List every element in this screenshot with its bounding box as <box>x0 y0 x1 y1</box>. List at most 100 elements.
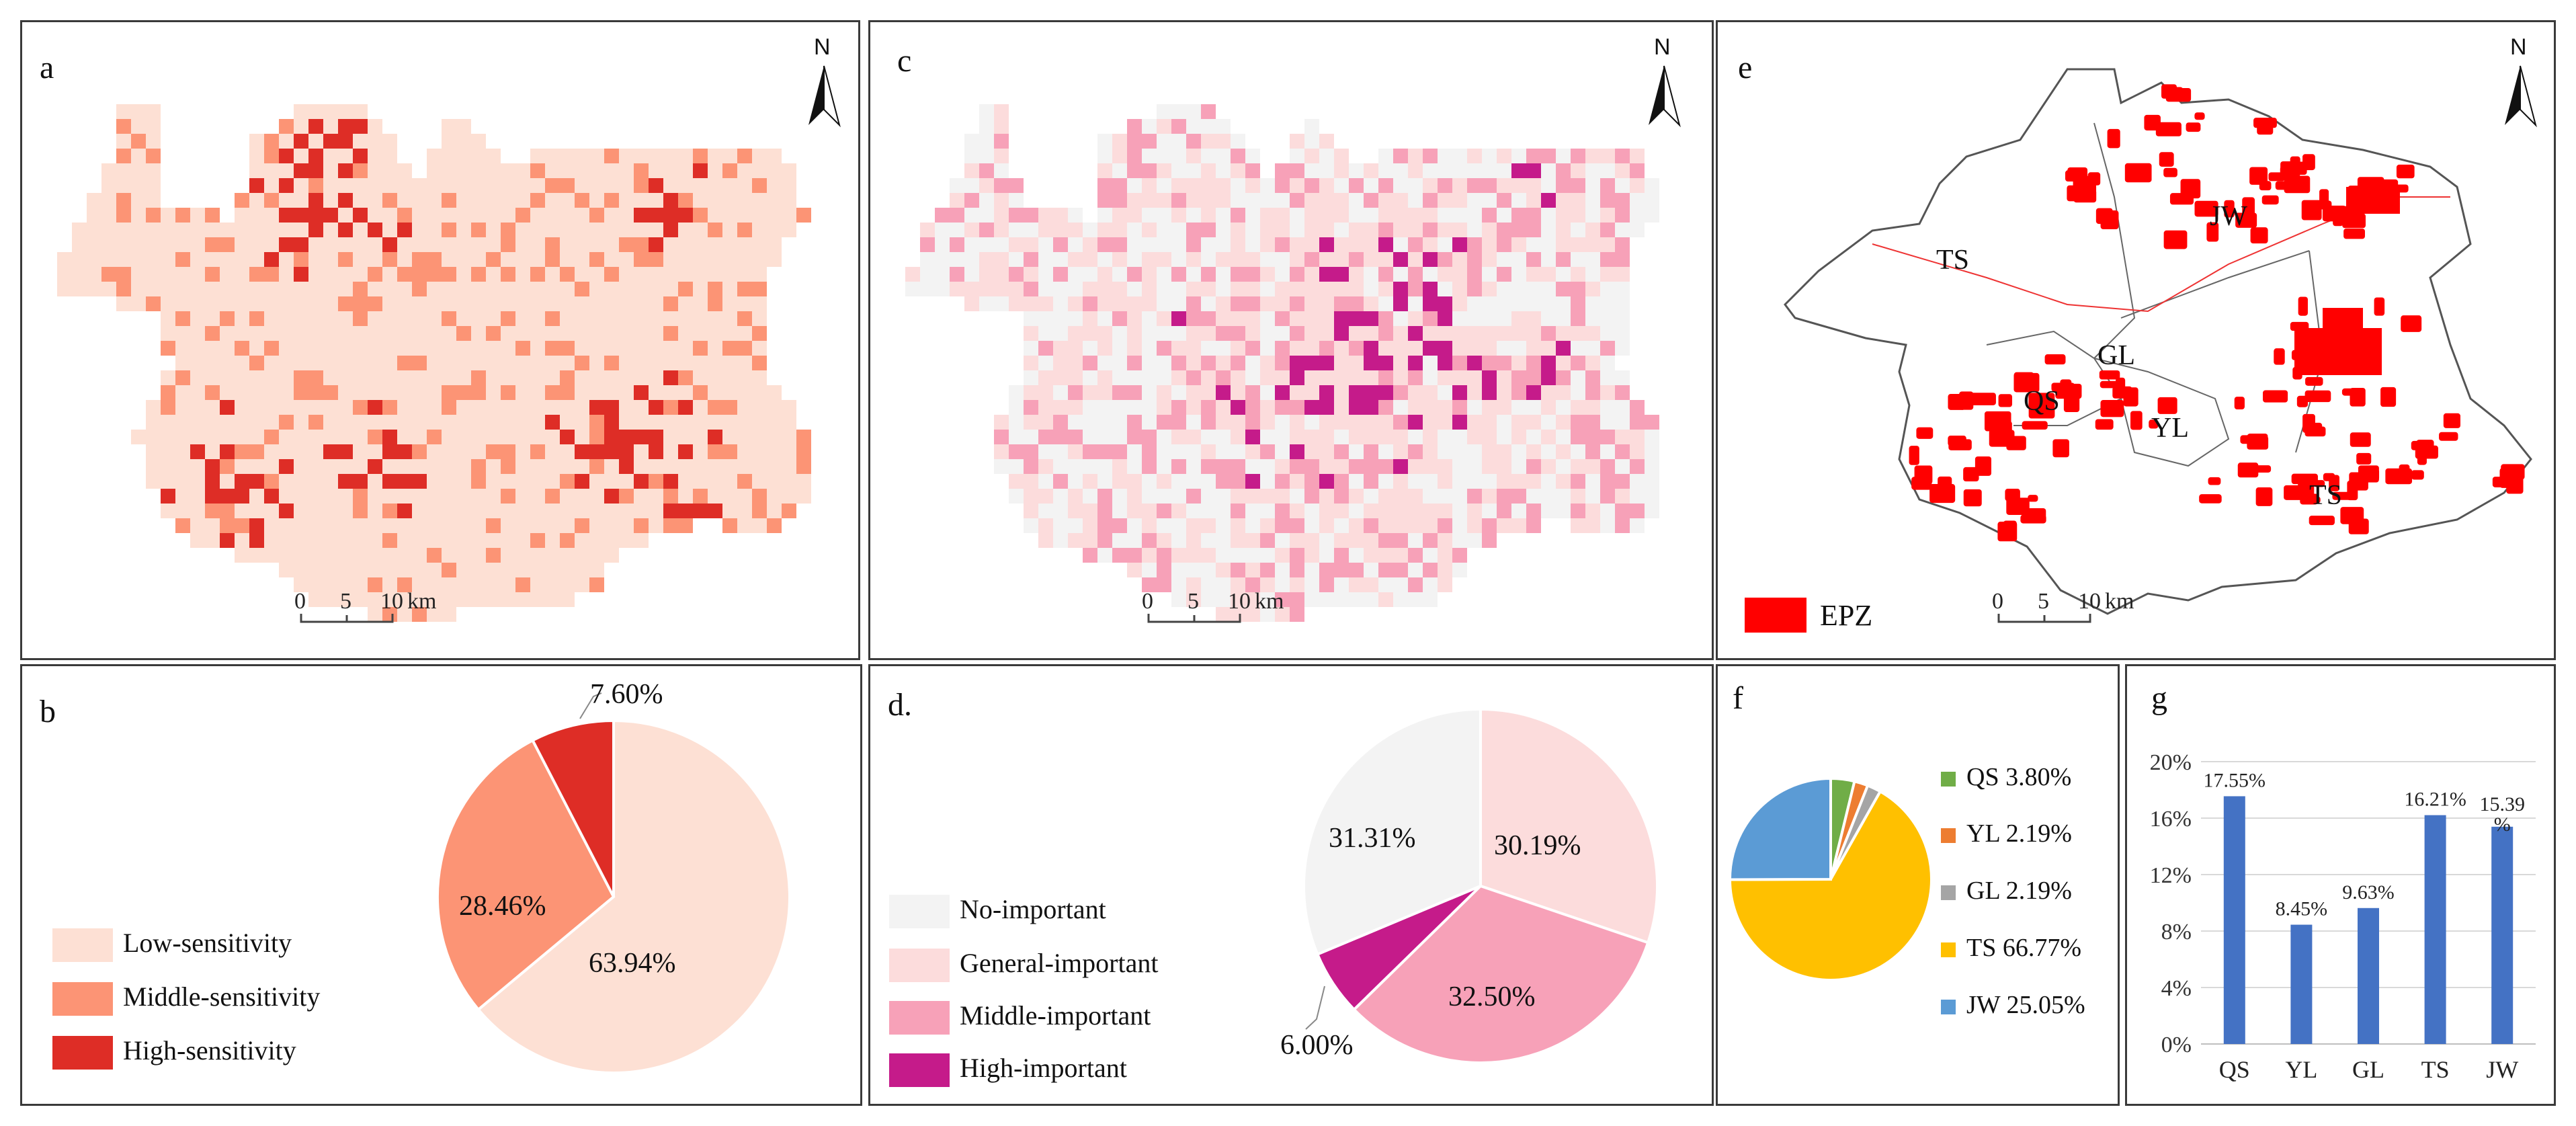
panel-label-c: c <box>897 43 912 79</box>
legend-swatch <box>52 1036 113 1070</box>
leader-line <box>1305 986 1325 1030</box>
importance-pie-chart <box>1302 707 1659 1064</box>
district-boundary <box>2120 250 2310 319</box>
bar-yl <box>2290 924 2313 1044</box>
district-boundary <box>2093 358 2230 467</box>
y-tick-label: 12% <box>2150 863 2192 888</box>
district-label-ts-west: TS <box>1936 245 1970 276</box>
study-area-outline <box>1784 68 2532 615</box>
x-tick-label: GL <box>2352 1056 2384 1083</box>
y-tick-label: 0% <box>2161 1033 2192 1057</box>
panel-e: e TS JW GL QS YL TS EPZ N 0 5 10 km <box>1716 20 2556 660</box>
pie-label-low: 63.94% <box>589 948 676 979</box>
bar-data-label: 16.21% <box>2404 789 2466 811</box>
district-label-qs: QS <box>2024 386 2060 417</box>
bar-ts <box>2424 815 2446 1044</box>
pie-slice-jw <box>1729 776 1832 881</box>
x-tick-label: QS <box>2219 1056 2250 1083</box>
y-tick-label: 8% <box>2161 920 2192 944</box>
legend-label: YL 2.19% <box>1966 819 2072 848</box>
legend-swatch <box>52 982 113 1016</box>
legend-swatch <box>1941 828 1956 843</box>
district-label-gl: GL <box>2097 340 2135 371</box>
epz-legend-label: EPZ <box>1820 599 1873 632</box>
panel-a: a N 0 5 10 km <box>20 20 860 660</box>
epz-map <box>1784 68 2532 615</box>
sensitivity-map <box>57 104 811 622</box>
x-tick-label: TS <box>2421 1056 2450 1083</box>
bar-data-label: 9.63% <box>2342 881 2395 903</box>
epz-large-patch <box>2294 328 2382 375</box>
epz-large-patch <box>2346 187 2400 214</box>
y-tick-label: 4% <box>2161 976 2192 1001</box>
x-tick-label: JW <box>2486 1056 2518 1083</box>
legend-label: Low-sensitivity <box>123 928 292 958</box>
panel-b: b Low-sensitivity Middle-sensitivity Hig… <box>20 664 862 1106</box>
legend-swatch <box>1941 885 1956 900</box>
bar-gl <box>2358 908 2379 1044</box>
leader-line <box>579 692 602 719</box>
legend-swatch <box>889 1001 950 1035</box>
panel-label-b: b <box>40 694 56 729</box>
legend-swatch <box>1941 1000 1956 1014</box>
pie-slice-high <box>530 719 615 897</box>
legend-swatch <box>1941 942 1956 957</box>
pie-slice-general <box>1479 707 1659 944</box>
legend-swatch <box>889 1053 950 1087</box>
legend-label: Middle-sensitivity <box>123 981 321 1012</box>
epz-legend: EPZ <box>1745 596 1946 636</box>
pie-slice-no <box>1302 707 1482 957</box>
legend-swatch <box>889 949 950 982</box>
pie-slice-middle <box>1352 884 1650 1064</box>
legend-label: TS 66.77% <box>1966 934 2081 962</box>
panel-label-g: g <box>2151 680 2167 716</box>
bar-jw <box>2491 826 2513 1044</box>
legend-label: QS 3.80% <box>1966 763 2072 791</box>
district-boundary <box>2093 122 2136 359</box>
y-tick-label: 16% <box>2150 807 2192 832</box>
legend-label: No-important <box>960 894 1106 924</box>
district-label-yl: YL <box>2151 413 2189 444</box>
panel-g: g 0% 4% 8% 12% 16% 20% 17.55% QS 8.45% YL 9.63% GL 1… <box>2125 664 2556 1106</box>
x-tick-label: YL <box>2285 1056 2317 1083</box>
district-label-jw: JW <box>2210 201 2247 232</box>
legend-swatch <box>52 928 113 962</box>
importance-map <box>905 104 1659 622</box>
epz-legend-swatch <box>1745 598 1806 633</box>
panel-label-f: f <box>1733 680 1743 716</box>
panel-f: f <box>1716 664 2120 1106</box>
legend-label: JW 25.05% <box>1966 991 2085 1019</box>
pie-slice-low <box>476 719 791 1074</box>
pie-label-middle-imp: 32.50% <box>1448 981 1536 1012</box>
bar-data-label: 17.55% <box>2204 769 2266 791</box>
legend-label: High-sensitivity <box>123 1035 296 1065</box>
pie-label-high-imp: 6.00% <box>1280 1030 1354 1061</box>
epz-large-patch <box>2323 308 2363 335</box>
bar-data-label-suffix: % <box>2494 813 2511 836</box>
legend-swatch <box>1941 772 1956 787</box>
legend-label: GL 2.19% <box>1966 877 2072 905</box>
district-epz-pie-chart <box>1728 776 1933 981</box>
bar-data-label: 15.39 <box>2479 793 2525 815</box>
district-label-ts-east: TS <box>2309 480 2343 511</box>
legend-label: High-important <box>960 1053 1127 1083</box>
raster-cells <box>905 104 1659 622</box>
pie-label-high: 7.60% <box>590 679 663 710</box>
panel-c: c N 0 5 10 km <box>868 20 1714 660</box>
panel-d: d. No-important General-important Middle… <box>868 664 1714 1106</box>
y-tick-label: 20% <box>2150 750 2192 775</box>
pie-label-middle: 28.46% <box>459 891 546 922</box>
legend-swatch <box>889 895 950 928</box>
panel-label-d: d. <box>888 687 912 723</box>
pie-label-no-imp: 31.31% <box>1329 823 1416 854</box>
legend-label: Middle-important <box>960 1000 1151 1031</box>
sensitivity-pie-chart <box>436 692 791 1074</box>
panel-label-e: e <box>1738 50 1753 85</box>
bar-qs <box>2223 796 2245 1044</box>
pie-slice-middle <box>436 738 616 1012</box>
panel-label-a: a <box>40 50 54 85</box>
bar-data-label: 8.45% <box>2276 898 2328 920</box>
raster-cells <box>57 104 811 622</box>
district-bar-chart: 0% 4% 8% 12% 16% 20% 17.55% QS 8.45% YL 9.63% GL 16.… <box>2150 750 2536 1083</box>
epz-patches <box>1909 84 2525 542</box>
